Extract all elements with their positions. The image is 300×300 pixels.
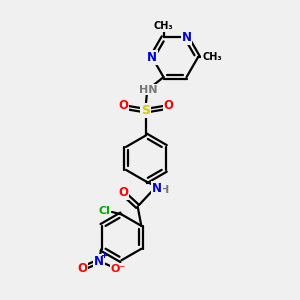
Text: O: O: [118, 99, 128, 112]
Text: CH₃: CH₃: [202, 52, 222, 62]
Text: +: +: [100, 251, 107, 260]
Text: O: O: [164, 99, 174, 112]
Text: N: N: [94, 255, 104, 268]
Text: CH₃: CH₃: [154, 21, 173, 31]
Text: N: N: [182, 31, 191, 44]
Text: N: N: [152, 182, 162, 195]
Text: Cl: Cl: [99, 206, 111, 215]
Text: O: O: [77, 262, 87, 275]
Text: O⁻: O⁻: [110, 264, 126, 274]
Text: O: O: [118, 186, 128, 199]
Text: H: H: [160, 185, 169, 195]
Text: S: S: [141, 104, 150, 117]
Text: N: N: [147, 51, 157, 64]
Text: HN: HN: [139, 85, 158, 94]
